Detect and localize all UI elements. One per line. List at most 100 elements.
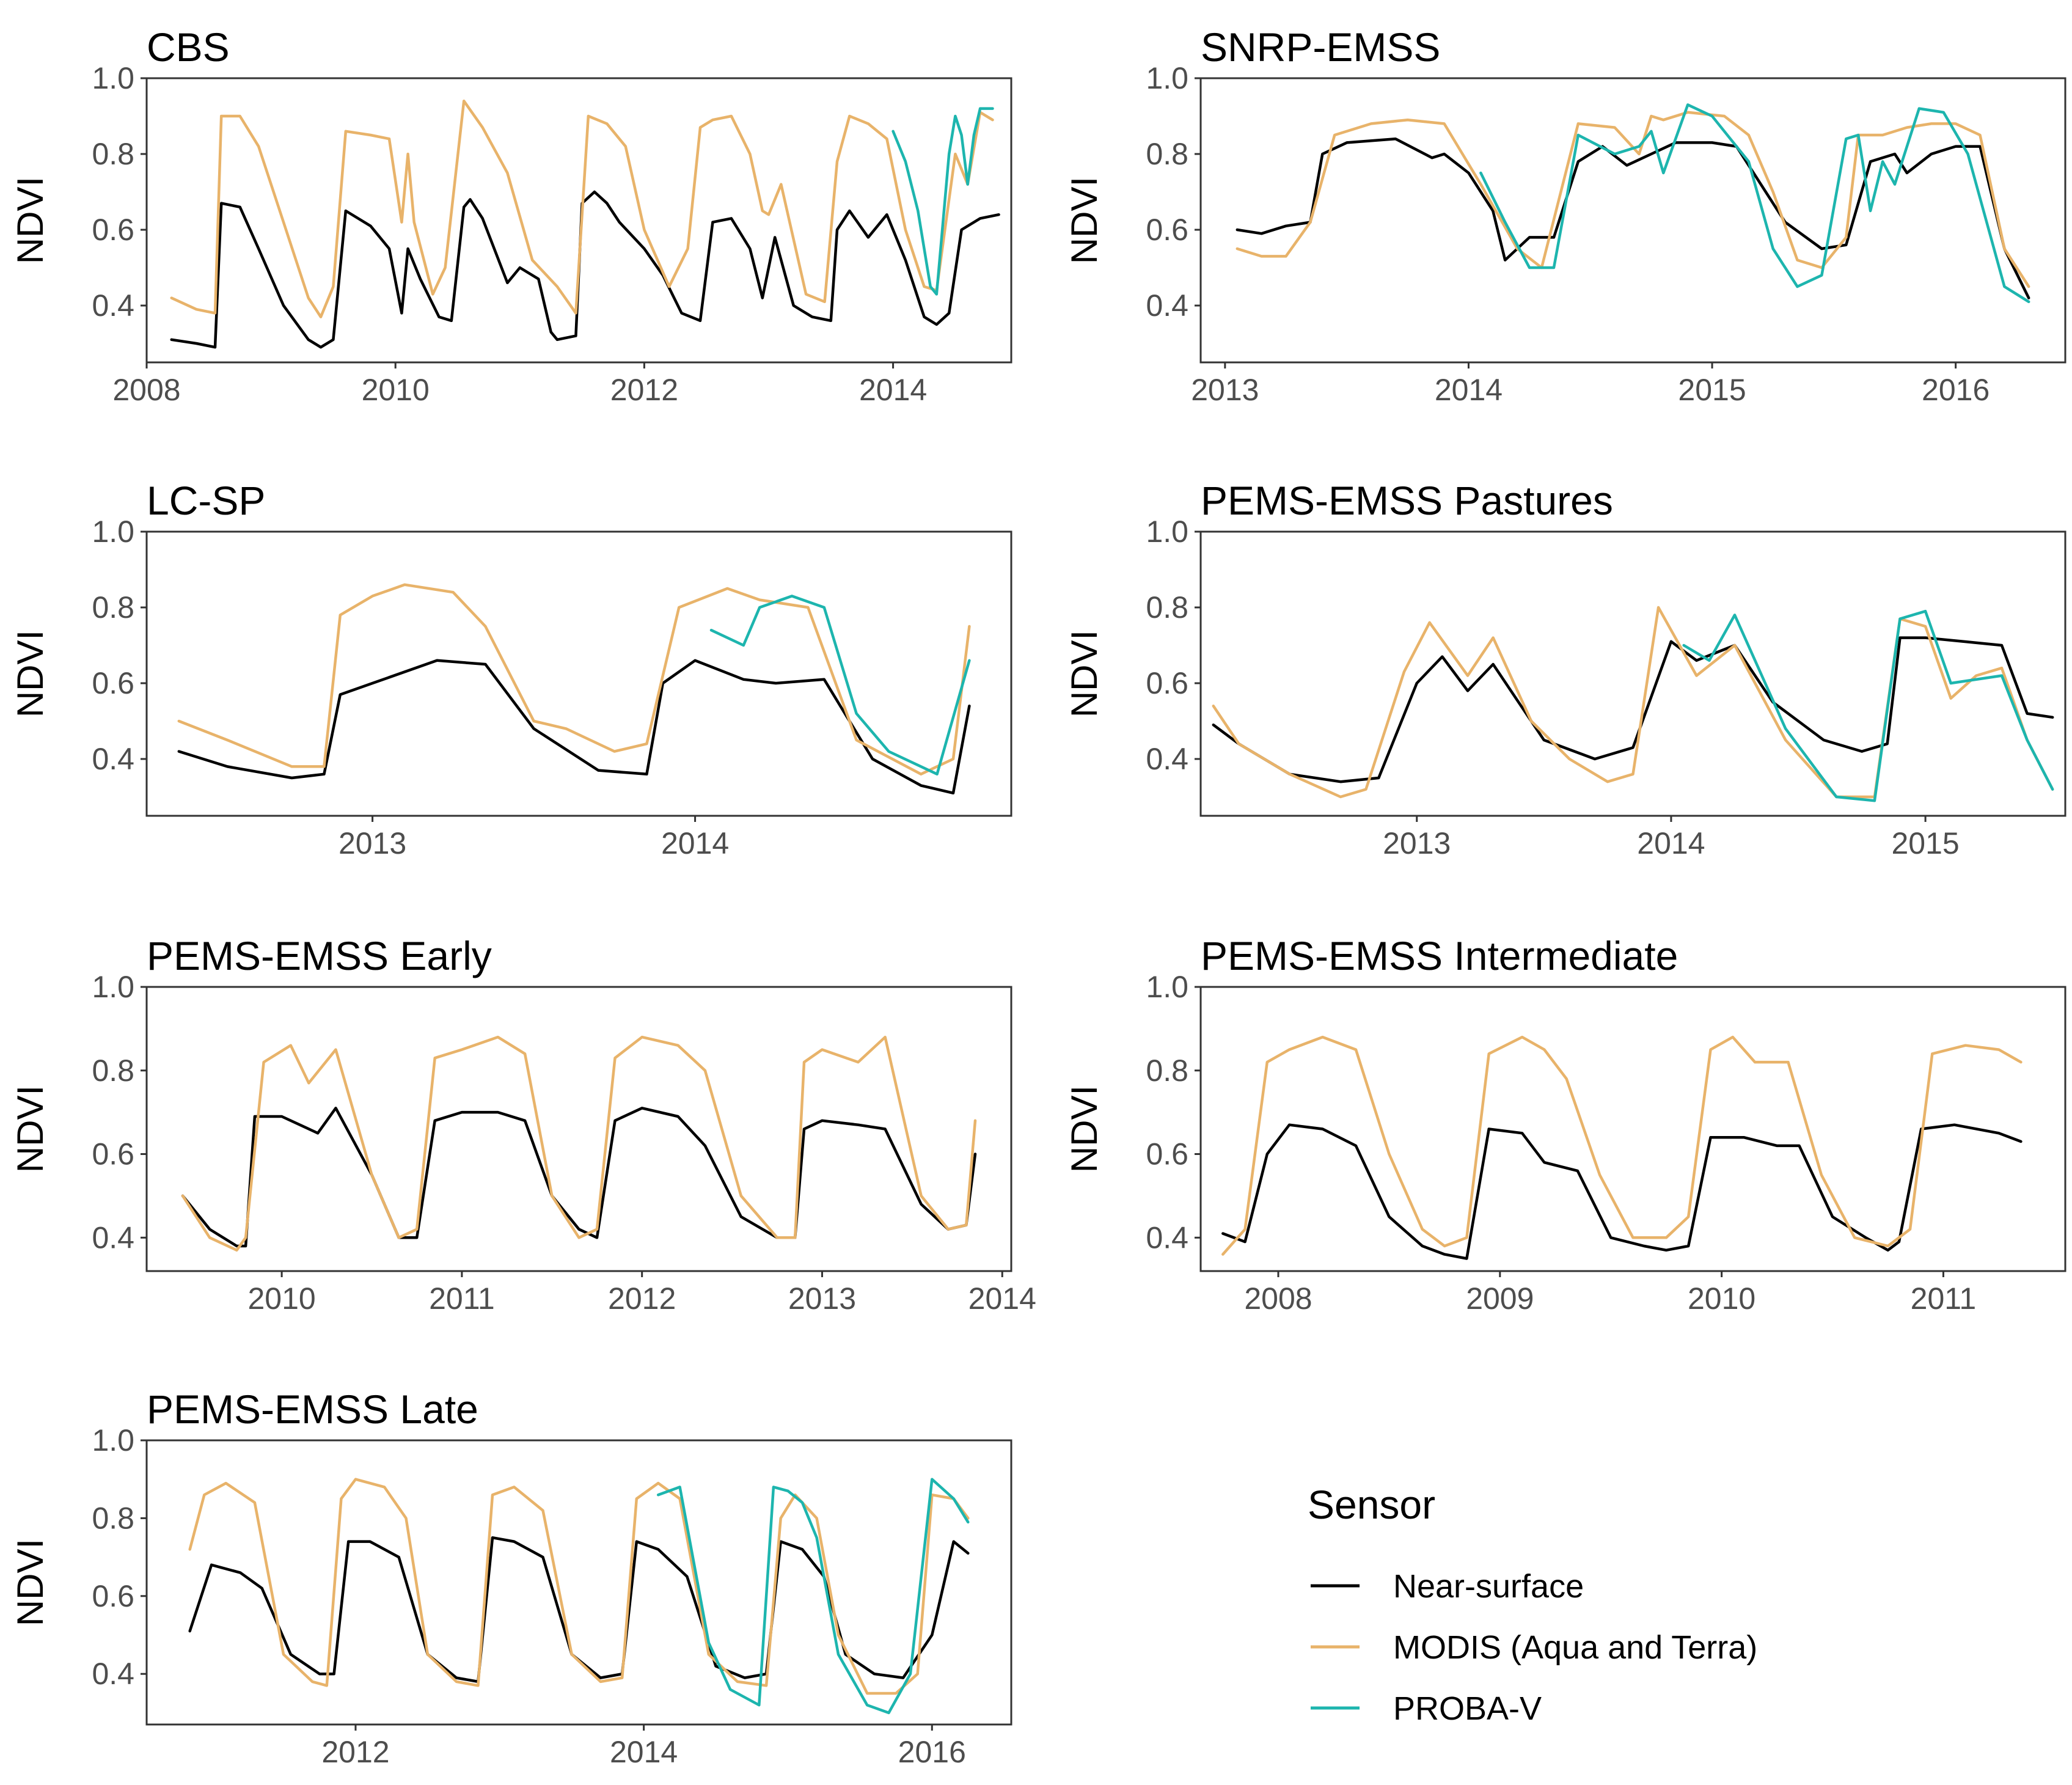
- y-tick-label: 0.6: [92, 1579, 134, 1613]
- y-tick-label: 0.8: [92, 1054, 134, 1088]
- x-tick-label: 2015: [1678, 373, 1746, 407]
- panel-lc-sp: LC-SP NDVI 0.4 0.6 0.8 1.0 2013 2014: [10, 478, 1012, 860]
- series-line-proba-v: [1479, 103, 2030, 304]
- panel-cbs: CBS NDVI 0.4 0.6 0.8 1.0 2008 2010 2012 2014: [10, 24, 1012, 407]
- series-line-near-surface: [1236, 137, 2030, 299]
- series-line-modis-aqua-and-terra: [1221, 1035, 2023, 1256]
- y-tick-label: 0.4: [92, 1220, 134, 1255]
- panel-title: SNRP-EMSS: [1201, 24, 1440, 70]
- y-axis-label: NDVI: [1064, 1085, 1105, 1173]
- x-tick-label: 2010: [362, 373, 430, 407]
- series-line-modis-aqua-and-terra: [1236, 111, 2030, 288]
- series-line-near-surface: [1221, 1123, 2023, 1260]
- y-tick-label: 0.4: [1146, 288, 1188, 323]
- x-tick-label: 2013: [339, 826, 406, 860]
- series-line-proba-v: [709, 595, 971, 776]
- series-line-proba-v: [656, 1478, 970, 1715]
- x-tick-label: 2014: [1637, 826, 1705, 860]
- panel-pems-emss-intermediate: PEMS-EMSS Intermediate NDVI 0.4 0.6 0.8 1.0 20…: [1064, 933, 2067, 1316]
- y-tick-label: 1.0: [92, 970, 134, 1004]
- series-line-near-surface: [1212, 636, 2054, 783]
- y-tick-label: 0.4: [92, 742, 134, 776]
- x-tick-label: 2011: [1911, 1281, 1977, 1316]
- x-tick-label: 2013: [1191, 373, 1259, 407]
- x-tick-label: 2011: [429, 1281, 495, 1316]
- series-line-near-surface: [181, 1107, 977, 1248]
- legend-item-modis-aqua-and-terra: MODIS (Aqua and Terra): [1311, 1629, 1757, 1666]
- y-axis-label: NDVI: [10, 1085, 51, 1173]
- x-tick-label: 2010: [247, 1281, 315, 1316]
- y-axis-label: NDVI: [10, 630, 51, 717]
- y-axis-label: NDVI: [1064, 177, 1105, 264]
- x-tick-label: 2014: [859, 373, 927, 407]
- y-tick-label: 0.4: [1146, 1220, 1188, 1255]
- panel-pems-emss-late: PEMS-EMSS Late NDVI 0.4 0.6 0.8 1.0 2012 2014 20…: [10, 1387, 1012, 1769]
- panel-title: PEMS-EMSS Pastures: [1201, 478, 1613, 523]
- y-tick-label: 1.0: [1146, 61, 1188, 95]
- panel-border: [145, 77, 1012, 364]
- y-tick-label: 0.4: [92, 1657, 134, 1691]
- panel-title: CBS: [147, 24, 230, 70]
- x-tick-label: 2014: [1435, 373, 1503, 407]
- series-line-modis-aqua-and-terra: [188, 1478, 970, 1695]
- y-tick-label: 0.6: [1146, 213, 1188, 247]
- panel-title: PEMS-EMSS Intermediate: [1201, 933, 1678, 978]
- x-tick-label: 2008: [1244, 1281, 1312, 1316]
- panel-border: [145, 1439, 1012, 1726]
- y-tick-label: 0.8: [92, 1501, 134, 1535]
- x-tick-label: 2016: [898, 1735, 966, 1769]
- panel-title: PEMS-EMSS Early: [147, 933, 492, 978]
- x-tick-label: 2013: [1383, 826, 1451, 860]
- x-tick-label: 2013: [788, 1281, 856, 1316]
- legend-label: MODIS (Aqua and Terra): [1393, 1629, 1757, 1666]
- x-tick-label: 2008: [112, 373, 180, 407]
- x-tick-label: 2012: [608, 1281, 676, 1316]
- legend-label: Near-surface: [1393, 1568, 1584, 1605]
- y-tick-label: 0.4: [1146, 742, 1188, 776]
- x-tick-label: 2009: [1466, 1281, 1534, 1316]
- y-tick-label: 0.8: [1146, 137, 1188, 171]
- panel-title: LC-SP: [147, 478, 265, 523]
- y-tick-label: 1.0: [92, 515, 134, 549]
- y-tick-label: 0.6: [1146, 1137, 1188, 1171]
- panel-snrp-emss: SNRP-EMSS NDVI 0.4 0.6 0.8 1.0 2013 2014 2015 201…: [1064, 24, 2067, 407]
- x-tick-label: 2015: [1891, 826, 1959, 860]
- y-axis-label: NDVI: [1064, 630, 1105, 717]
- y-axis-label: NDVI: [10, 177, 51, 264]
- series-line-modis-aqua-and-terra: [177, 583, 971, 776]
- y-tick-label: 0.8: [1146, 590, 1188, 625]
- x-tick-label: 2014: [968, 1281, 1036, 1316]
- panel-border: [1199, 530, 2067, 817]
- legend: Sensor Near-surface MODIS (Aqua and Terra)…: [1308, 1482, 1757, 1727]
- x-tick-label: 2016: [1922, 373, 1990, 407]
- x-tick-label: 2012: [610, 373, 678, 407]
- y-tick-label: 1.0: [92, 1423, 134, 1457]
- series-line-modis-aqua-and-terra: [1212, 606, 2054, 799]
- y-tick-label: 1.0: [92, 61, 134, 95]
- y-tick-label: 1.0: [1146, 970, 1188, 1004]
- y-tick-label: 1.0: [1146, 515, 1188, 549]
- y-axis-label: NDVI: [10, 1539, 51, 1626]
- panel-border: [145, 530, 1012, 817]
- x-tick-label: 2010: [1688, 1281, 1755, 1316]
- legend-label: PROBA-V: [1393, 1690, 1542, 1727]
- series-line-proba-v: [1682, 609, 2054, 802]
- y-tick-label: 0.8: [92, 590, 134, 625]
- legend-title: Sensor: [1308, 1482, 1435, 1527]
- series-line-modis-aqua-and-terra: [181, 1035, 977, 1252]
- panel-border: [1199, 986, 2067, 1272]
- panel-title: PEMS-EMSS Late: [147, 1387, 478, 1432]
- y-tick-label: 0.6: [92, 1137, 134, 1171]
- legend-item-near-surface: Near-surface: [1311, 1568, 1584, 1605]
- y-tick-label: 0.8: [92, 137, 134, 171]
- panel-pems-emss-pastures: PEMS-EMSS Pastures NDVI 0.4 0.6 0.8 1.0 2013 20…: [1064, 478, 2067, 860]
- panel-border: [1199, 77, 2067, 364]
- y-tick-label: 0.6: [92, 666, 134, 700]
- legend-item-proba-v: PROBA-V: [1311, 1690, 1542, 1727]
- y-tick-label: 0.6: [1146, 666, 1188, 700]
- y-tick-label: 0.4: [92, 288, 134, 323]
- series-line-modis-aqua-and-terra: [170, 99, 994, 318]
